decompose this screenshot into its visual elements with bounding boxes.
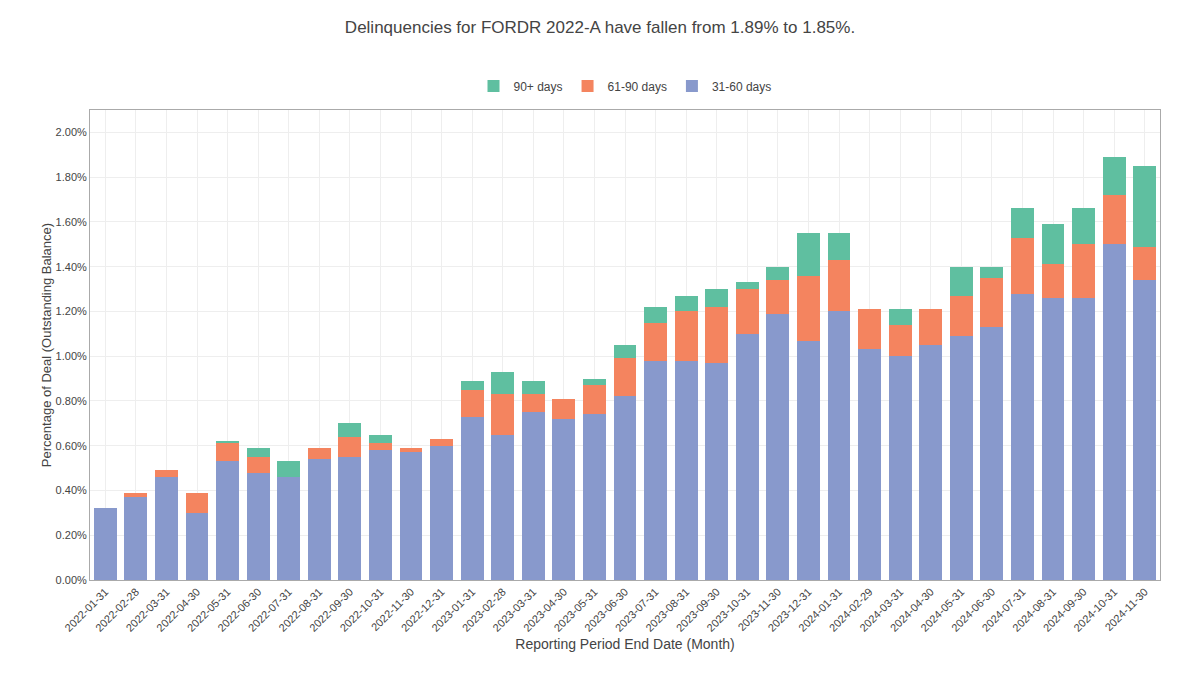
svg-text:2024-04-30: 2024-04-30: [888, 586, 936, 634]
svg-text:1.00%: 1.00%: [56, 350, 87, 362]
svg-text:2024-09-30: 2024-09-30: [1041, 586, 1089, 634]
svg-text:2023-09-30: 2023-09-30: [674, 586, 722, 634]
svg-text:2023-10-31: 2023-10-31: [704, 586, 752, 634]
svg-text:2022-02-28: 2022-02-28: [93, 586, 141, 634]
svg-text:2024-02-29: 2024-02-29: [827, 586, 875, 634]
svg-text:0.20%: 0.20%: [56, 529, 87, 541]
svg-text:2022-10-31: 2022-10-31: [337, 586, 385, 634]
svg-text:2022-07-31: 2022-07-31: [246, 586, 294, 634]
svg-text:2023-04-30: 2023-04-30: [521, 586, 569, 634]
svg-text:2022-06-30: 2022-06-30: [215, 586, 263, 634]
svg-text:1.60%: 1.60%: [56, 216, 87, 228]
svg-text:1.40%: 1.40%: [56, 261, 87, 273]
svg-text:1.20%: 1.20%: [56, 305, 87, 317]
svg-text:2022-01-31: 2022-01-31: [62, 586, 110, 634]
svg-text:2022-12-31: 2022-12-31: [399, 586, 447, 634]
svg-text:2023-05-31: 2023-05-31: [551, 586, 599, 634]
svg-text:2023-08-31: 2023-08-31: [643, 586, 691, 634]
svg-text:2022-03-31: 2022-03-31: [123, 586, 171, 634]
svg-text:0.00%: 0.00%: [56, 574, 87, 586]
svg-text:Reporting Period End Date (Mon: Reporting Period End Date (Month): [515, 636, 734, 652]
svg-text:0.60%: 0.60%: [56, 440, 87, 452]
svg-text:2022-04-30: 2022-04-30: [154, 586, 202, 634]
svg-text:2022-11-30: 2022-11-30: [369, 586, 417, 634]
svg-text:2022-05-31: 2022-05-31: [185, 586, 233, 634]
svg-text:2023-02-28: 2023-02-28: [460, 586, 508, 634]
svg-text:0.40%: 0.40%: [56, 484, 87, 496]
svg-text:2024-10-31: 2024-10-31: [1071, 586, 1119, 634]
svg-text:2022-08-31: 2022-08-31: [276, 586, 324, 634]
svg-text:2024-01-31: 2024-01-31: [796, 586, 844, 634]
svg-text:2024-05-31: 2024-05-31: [918, 586, 966, 634]
svg-text:Percentage of Deal (Outstandin: Percentage of Deal (Outstanding Balance): [39, 223, 54, 467]
svg-text:2024-08-31: 2024-08-31: [1010, 586, 1058, 634]
svg-text:2023-06-30: 2023-06-30: [582, 586, 630, 634]
svg-text:31-60 days: 31-60 days: [712, 80, 771, 94]
svg-text:2023-12-31: 2023-12-31: [765, 586, 813, 634]
svg-text:2023-01-31: 2023-01-31: [429, 586, 477, 634]
svg-text:2022-09-30: 2022-09-30: [307, 586, 355, 634]
svg-text:2023-07-31: 2023-07-31: [613, 586, 661, 634]
svg-text:2.00%: 2.00%: [56, 126, 87, 138]
svg-text:90+ days: 90+ days: [514, 80, 563, 94]
svg-text:1.80%: 1.80%: [56, 171, 87, 183]
svg-text:2024-06-30: 2024-06-30: [949, 586, 997, 634]
svg-text:2024-03-31: 2024-03-31: [857, 586, 905, 634]
svg-text:2023-03-31: 2023-03-31: [490, 586, 538, 634]
svg-text:2024-11-30: 2024-11-30: [1102, 586, 1150, 634]
svg-text:2024-07-31: 2024-07-31: [979, 586, 1027, 634]
svg-text:0.80%: 0.80%: [56, 395, 87, 407]
svg-text:Delinquencies for FORDR 2022-A: Delinquencies for FORDR 2022-A have fall…: [345, 18, 855, 37]
svg-text:61-90 days: 61-90 days: [608, 80, 667, 94]
svg-text:2023-11-30: 2023-11-30: [735, 586, 783, 634]
